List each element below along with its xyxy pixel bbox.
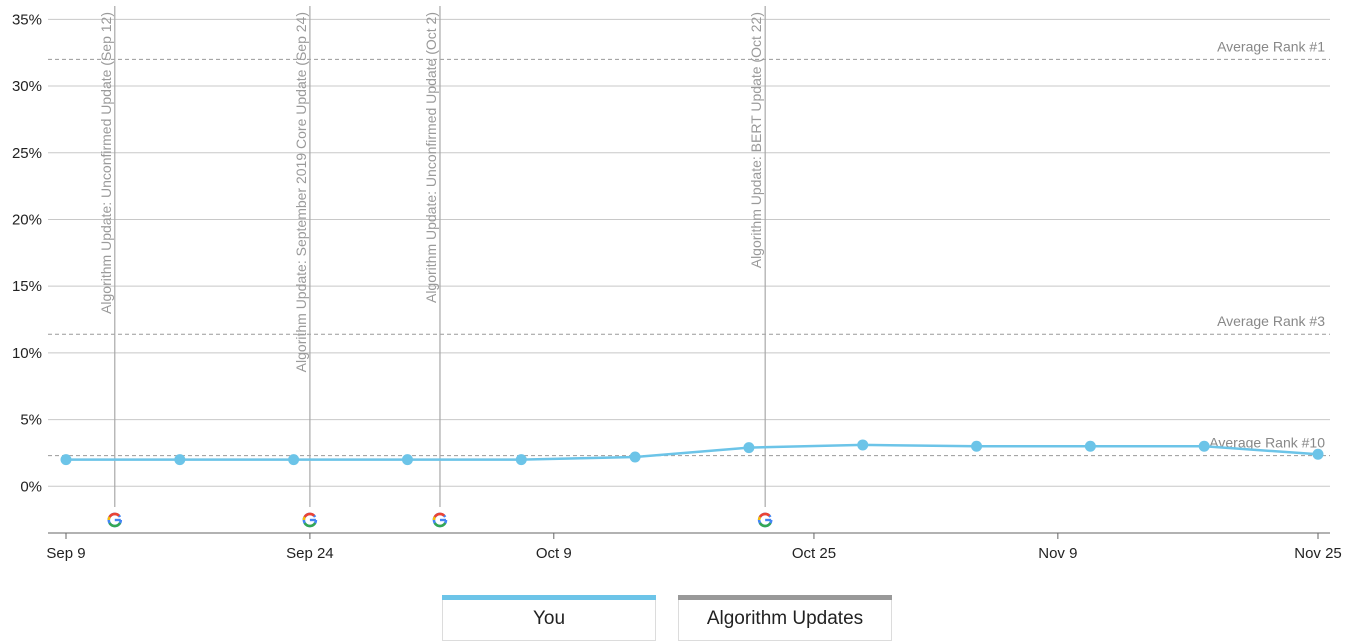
google-g-arc-red [433,512,446,518]
data-point [743,442,755,454]
algorithm-update-label: Algorithm Update: Unconfirmed Update (Se… [98,12,114,314]
series-line-you [66,443,1319,461]
data-point [401,454,413,466]
google-g-arc-green [758,522,772,528]
google-g-icon [302,512,318,528]
reference-line-label: Average Rank #1 [1217,38,1325,54]
data-point [857,439,869,451]
y-tick-label: 20% [12,211,42,228]
x-tick-label: Oct 9 [536,545,572,562]
data-point [60,454,72,466]
x-tick-label: Sep 24 [286,545,334,562]
google-g-arc-green [303,522,317,528]
google-g-arc-yellow [302,516,306,521]
google-g-arc-red [108,512,120,518]
series-you [60,439,1324,466]
x-tick-label: Nov 9 [1038,545,1077,562]
google-g-icon [757,512,773,528]
data-point [1312,448,1324,460]
legend-item-algorithm-updates[interactable]: Algorithm Updates [678,595,892,641]
google-g-arc-green [433,522,447,528]
algorithm-update-label: Algorithm Update: Unconfirmed Update (Oc… [423,12,439,303]
y-tick-label: 0% [20,478,42,495]
y-tick-label: 5% [20,412,42,429]
legend-color-bar-algorithm-updates [678,595,892,600]
data-point [629,451,641,463]
x-tick-label: Nov 25 [1294,545,1342,562]
y-tick-label: 30% [12,78,42,95]
google-g-icon [107,512,123,528]
data-point [971,440,983,452]
x-axis: Sep 9 Sep 24 Oct 9 Oct 25 Nov 9 Nov 25 [46,532,1342,562]
rank-chart: 35%30%25%20%15%10%5%0% Average Rank #1Av… [12,6,1342,562]
reference-line-label: Average Rank #10 [1209,435,1325,451]
data-point [288,454,300,466]
y-axis-ticks: 35% 30% 25% 20% 15% 10% 5% 0% [12,11,42,495]
y-tick-label: 25% [12,145,42,162]
data-point [1084,440,1096,452]
x-tick-label: Oct 25 [792,545,836,562]
algorithm-update-label: Algorithm Update: BERT Update (Oct 22) [748,12,764,268]
data-point [174,454,186,466]
legend-label-you: You [532,608,566,629]
google-g-arc-yellow [432,516,436,521]
x-tick-label: Sep 9 [46,545,85,562]
y-tick-label: 15% [12,278,42,295]
y-tick-label: 10% [12,345,42,362]
google-g-arc-red [758,512,771,518]
data-point [515,454,527,466]
google-g-icon [432,512,448,528]
data-point [1198,440,1210,452]
y-tick-label: 35% [12,11,42,28]
legend-color-bar-you [442,595,656,600]
legend-label-algorithm-updates: Algorithm Updates [706,608,864,629]
google-g-arc-red [303,512,316,518]
legend-item-you[interactable]: You [442,595,656,641]
google-g-arc-yellow [757,516,762,521]
reference-lines: Average Rank #1 Average Rank #3 Average Ra… [48,38,1330,457]
legend: You Algorithm Updates [0,595,1364,642]
reference-line-label: Average Rank #3 [1217,313,1325,329]
algorithm-update-markers: Algorithm Update: Unconfirmed Update (Se… [98,6,773,528]
google-g-arc-green [108,522,122,528]
google-g-arc-yellow [107,516,111,521]
algorithm-update-label: Algorithm Update: September 2019 Core Up… [293,12,309,372]
grid-lines [48,18,1330,487]
